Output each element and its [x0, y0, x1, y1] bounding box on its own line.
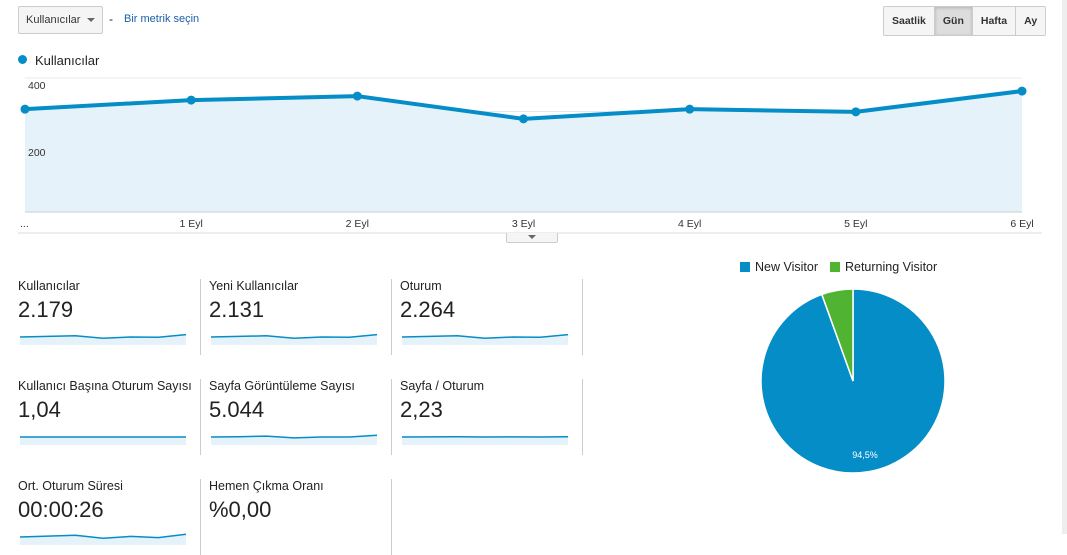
scorecard[interactable]: Kullanıcılar 2.179: [18, 279, 201, 355]
x-tick-label: ...: [20, 218, 29, 230]
scorecard-value: 2.179: [18, 297, 74, 322]
scorecard-value: %0,00: [209, 497, 272, 522]
sparkline: [19, 533, 187, 545]
legend-label: Kullanıcılar: [35, 53, 100, 68]
sparkline: [401, 333, 569, 345]
sparkline: [210, 333, 378, 345]
pie-slice[interactable]: [820, 288, 854, 382]
swatch-icon: [829, 262, 840, 272]
pie-legend-new[interactable]: New Visitor: [740, 260, 818, 274]
scorecard-value: 2.131: [209, 297, 265, 322]
x-tick-label: 2 Eyl: [346, 218, 369, 230]
scorecard-title: Sayfa Görüntüleme Sayısı: [209, 379, 355, 393]
pie-legend-returning[interactable]: Returning Visitor: [829, 260, 938, 274]
pie-chart: 94,5%: [760, 288, 946, 474]
data-point[interactable]: [20, 104, 30, 114]
chevron-down-icon: [87, 18, 95, 22]
granularity-saatlik[interactable]: Saatlik: [884, 7, 934, 35]
data-point[interactable]: [685, 104, 695, 114]
metric-select[interactable]: Kullanıcılar: [18, 6, 103, 34]
metric-separator: -: [109, 12, 113, 26]
scorecard-value: 2.264: [400, 297, 456, 322]
data-point[interactable]: [851, 107, 861, 117]
x-tick-label: 1 Eyl: [179, 218, 202, 230]
scorecard-value: 1,04: [18, 397, 61, 422]
chevron-down-icon: [528, 235, 536, 239]
sparkline: [401, 435, 569, 445]
x-tick-label: 5 Eyl: [844, 218, 867, 230]
scorecard-title: Oturum: [400, 279, 442, 293]
data-point[interactable]: [1017, 86, 1027, 96]
area-fill: [25, 91, 1022, 212]
sparkline: [20, 436, 186, 445]
line-chart: 400 200... 1 Eyl 2 Eyl 3 Eyl 4 Eyl 5 Eyl 6 Eyl: [18, 77, 1042, 234]
granularity-ay[interactable]: Ay: [1015, 7, 1046, 35]
scrollbar[interactable]: [1062, 0, 1067, 534]
select-metric-link[interactable]: Bir metrik seçin: [124, 13, 200, 25]
scorecard[interactable]: Yeni Kullanıcılar 2.131: [209, 279, 392, 355]
data-point[interactable]: [352, 91, 362, 101]
scorecard[interactable]: Sayfa / Oturum 2,23: [400, 379, 583, 455]
granularity-gün[interactable]: Gün: [933, 7, 972, 35]
chart-resize-handle[interactable]: [506, 233, 558, 243]
scorecard-title: Kullanıcılar: [18, 279, 80, 293]
scorecard-value: 2,23: [400, 397, 443, 422]
x-tick-label: 3 Eyl: [512, 218, 535, 230]
pie-legend: New Visitor Returning Visitor: [740, 260, 937, 274]
sparkline: [19, 333, 187, 345]
data-point[interactable]: [519, 114, 528, 124]
pie-slice[interactable]: [760, 288, 946, 474]
y-tick-label: 400: [28, 80, 46, 92]
metric-select-value: Kullanıcılar: [26, 14, 81, 26]
sparkline: [210, 434, 378, 445]
scorecard-title: Yeni Kullanıcılar: [209, 279, 299, 293]
scorecard-title: Hemen Çıkma Oranı: [209, 479, 324, 493]
y-tick-label: 200: [28, 147, 46, 159]
scorecard[interactable]: Ort. Oturum Süresi 00:00:26: [18, 479, 201, 555]
scorecard-title: Kullanıcı Başına Oturum Sayısı: [18, 379, 192, 393]
legend-label: New Visitor: [755, 260, 818, 274]
swatch-icon: [740, 262, 750, 272]
scorecard-value: 00:00:26: [18, 497, 104, 522]
scorecard-title: Sayfa / Oturum: [400, 379, 485, 393]
scorecard[interactable]: Hemen Çıkma Oranı %0,00: [209, 479, 392, 555]
x-tick-label: 4 Eyl: [678, 218, 701, 230]
scorecard-title: Ort. Oturum Süresi: [18, 479, 123, 493]
legend-dot-icon: [18, 55, 27, 64]
chart-legend: Kullanıcılar: [18, 53, 99, 68]
scorecard[interactable]: Kullanıcı Başına Oturum Sayısı 1,04: [18, 379, 201, 455]
scorecard[interactable]: Oturum 2.264: [400, 279, 583, 355]
x-tick-label: 6 Eyl: [1010, 218, 1033, 230]
legend-label: Returning Visitor: [844, 260, 938, 274]
granularity-toggle: Saatlik Gün Hafta Ay: [883, 6, 1047, 36]
pie-label: 94,5%: [852, 450, 878, 460]
granularity-hafta[interactable]: Hafta: [971, 7, 1016, 35]
data-point[interactable]: [186, 95, 196, 105]
scorecard-value: 5.044: [209, 397, 265, 422]
scorecard[interactable]: Sayfa Görüntüleme Sayısı 5.044: [209, 379, 392, 455]
